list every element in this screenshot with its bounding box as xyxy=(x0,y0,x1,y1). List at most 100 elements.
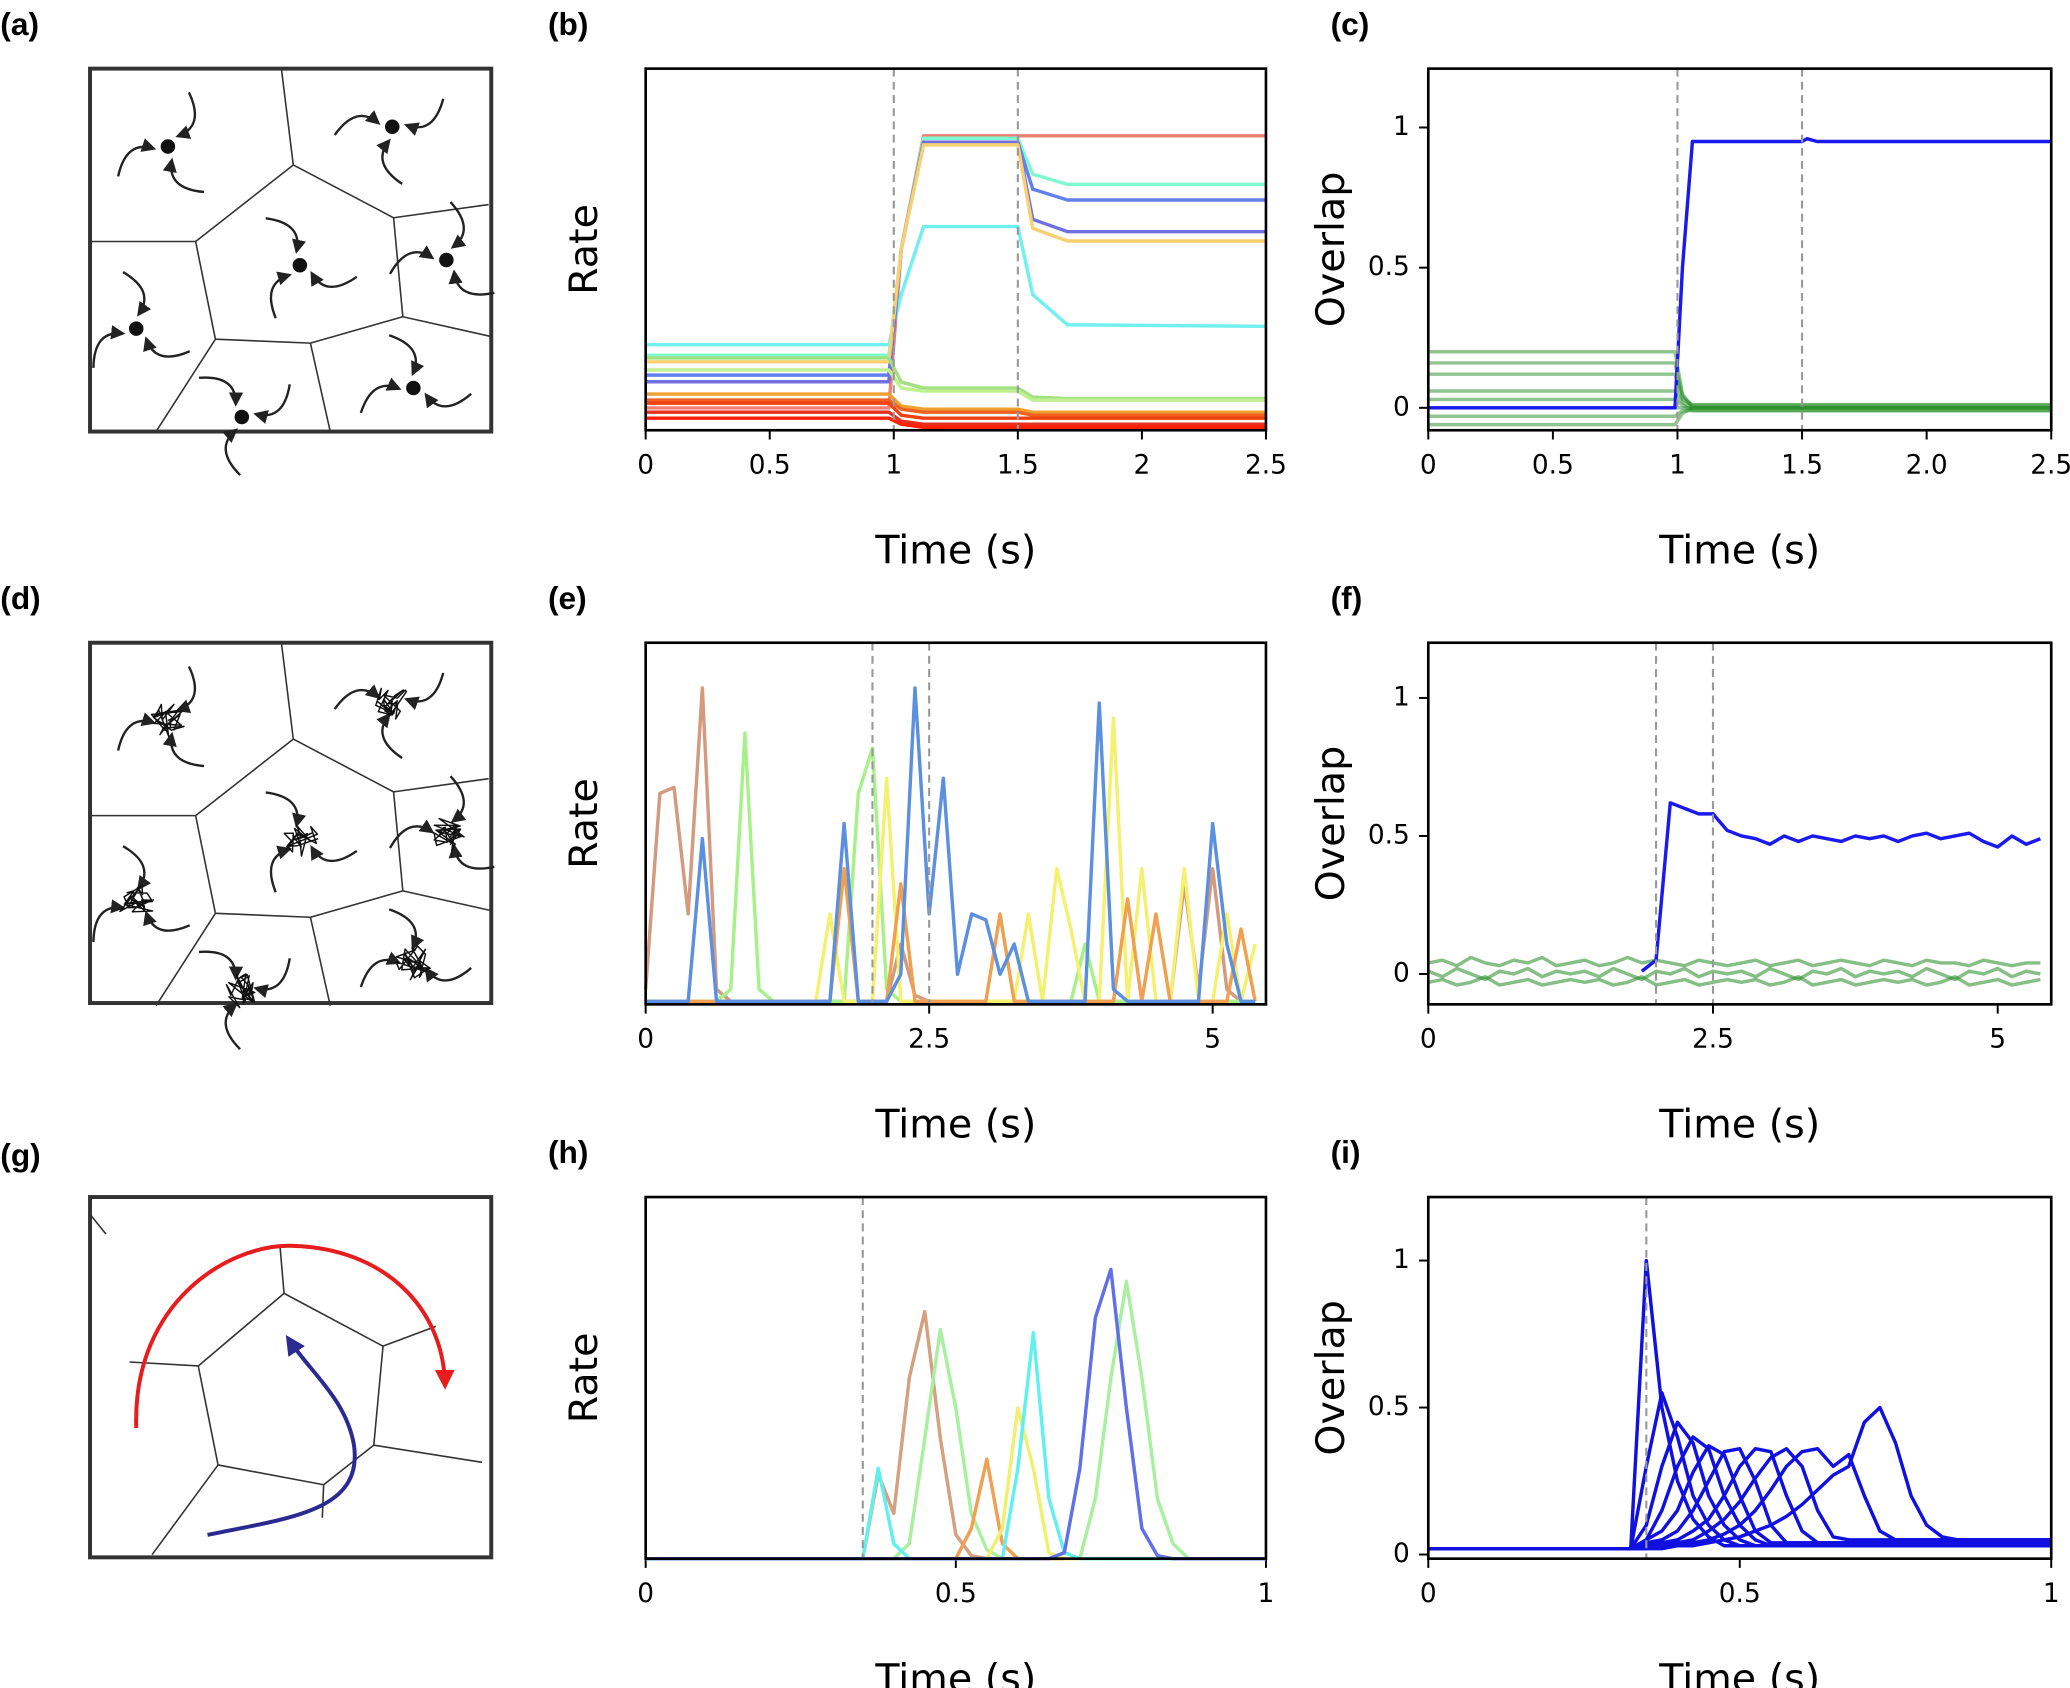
y-axis-label: Rate xyxy=(561,204,607,295)
flow-arrow xyxy=(265,217,307,254)
series-line xyxy=(645,401,1266,420)
panel-label: (b) xyxy=(548,6,588,42)
attractor xyxy=(292,258,308,273)
attractor xyxy=(439,252,454,268)
cell-border xyxy=(310,315,404,344)
attractor xyxy=(234,409,250,425)
cell-border xyxy=(195,164,294,243)
cell-border xyxy=(89,1213,107,1235)
panel-label: (g) xyxy=(0,1137,40,1173)
axes-frame xyxy=(644,1195,1268,1560)
blue-arrow xyxy=(207,1334,357,1537)
series-line xyxy=(1427,966,2041,982)
x-tick-label: 1 xyxy=(885,450,902,480)
cell-border xyxy=(309,342,332,432)
flow-arrow xyxy=(424,392,472,409)
series-line xyxy=(645,143,1266,364)
flow-arrow xyxy=(449,775,467,823)
x-tick-label: 1 xyxy=(1669,450,1686,480)
diagram-frame xyxy=(88,640,494,1006)
cell-border xyxy=(310,890,404,919)
flow-arrow xyxy=(265,791,307,829)
cell-border xyxy=(197,1292,285,1367)
flow-arrow xyxy=(424,966,472,983)
cell-border xyxy=(151,1464,219,1556)
y-tick-label: 1 xyxy=(1393,1245,1410,1275)
flow-arrow xyxy=(269,271,292,319)
cell-border xyxy=(393,777,489,793)
series-line xyxy=(645,134,1266,410)
flow-arrow xyxy=(388,819,435,849)
cell-border xyxy=(155,912,217,1007)
series-line xyxy=(645,224,1266,347)
y-axis-label: Overlap xyxy=(1308,172,1354,328)
x-tick-label: 0.5 xyxy=(749,450,791,480)
series-line xyxy=(1640,801,2042,973)
x-tick-label: 0.5 xyxy=(1532,450,1574,480)
x-tick-label: 0.5 xyxy=(935,1579,977,1609)
cell-border xyxy=(283,1292,384,1347)
cell-border xyxy=(321,1484,325,1518)
series-line xyxy=(645,410,1266,426)
cell-border xyxy=(215,912,311,919)
flow-arrow xyxy=(143,910,191,932)
series-line xyxy=(645,136,1266,357)
y-tick-label: 0.5 xyxy=(1368,820,1410,850)
series-line xyxy=(1428,1258,2052,1551)
chaotic-attractor xyxy=(395,945,431,981)
cell-border xyxy=(323,1444,375,1486)
flow-arrow xyxy=(162,157,205,194)
series-line xyxy=(1428,136,2052,410)
series-line xyxy=(645,398,1266,417)
panel-label: (f) xyxy=(1331,580,1363,616)
series-line xyxy=(1428,1446,2052,1551)
cell-border xyxy=(393,203,489,219)
y-axis-label: Rate xyxy=(561,778,607,869)
diagram-frame xyxy=(88,1195,494,1560)
chaotic-attractor xyxy=(150,703,185,738)
x-tick-label: 2 xyxy=(1134,450,1151,480)
cell-border xyxy=(402,315,492,338)
panel-label: (h) xyxy=(548,1134,588,1170)
flow-arrow xyxy=(122,845,152,891)
panel-label: (e) xyxy=(548,580,587,616)
flow-arrow xyxy=(253,958,291,998)
flow-arrow xyxy=(143,336,191,358)
series-line xyxy=(645,416,1266,429)
x-axis-label: Time (s) xyxy=(1658,1656,1820,1688)
series-line xyxy=(645,368,1266,402)
flow-arrow xyxy=(175,91,197,139)
series-line xyxy=(645,140,1266,377)
attractor xyxy=(128,321,144,336)
flow-arrow xyxy=(388,245,435,275)
flow-arrow xyxy=(448,269,495,296)
y-tick-label: 0 xyxy=(1393,1539,1410,1569)
cell-border xyxy=(279,1247,285,1294)
cell-border xyxy=(197,1365,219,1466)
flow-arrow xyxy=(222,428,241,476)
panel-label: (d) xyxy=(0,580,40,616)
cell-border xyxy=(280,68,295,166)
flow-arrow xyxy=(388,908,425,951)
x-tick-label: 5 xyxy=(1204,1024,1221,1054)
x-tick-label: 0 xyxy=(1420,1579,1437,1609)
panel-label: (c) xyxy=(1331,6,1370,42)
cell-border xyxy=(292,738,394,793)
flow-arrow xyxy=(175,665,197,713)
flow-arrow xyxy=(116,138,157,177)
x-tick-label: 2.5 xyxy=(2030,450,2070,480)
cell-border xyxy=(155,338,217,432)
cell-border xyxy=(129,1361,199,1367)
series-line xyxy=(645,686,1256,1004)
x-tick-label: 0.5 xyxy=(1719,1579,1761,1609)
axes-frame xyxy=(644,641,1268,1006)
axes-frame xyxy=(1426,67,2053,432)
flow-arrow xyxy=(449,201,467,249)
flow-arrow xyxy=(404,98,445,136)
x-tick-label: 1 xyxy=(2043,1579,2060,1609)
flow-arrow xyxy=(198,376,244,407)
flow-arrow xyxy=(122,271,152,317)
diagram-frame xyxy=(88,66,494,434)
y-tick-label: 1 xyxy=(1393,682,1410,712)
